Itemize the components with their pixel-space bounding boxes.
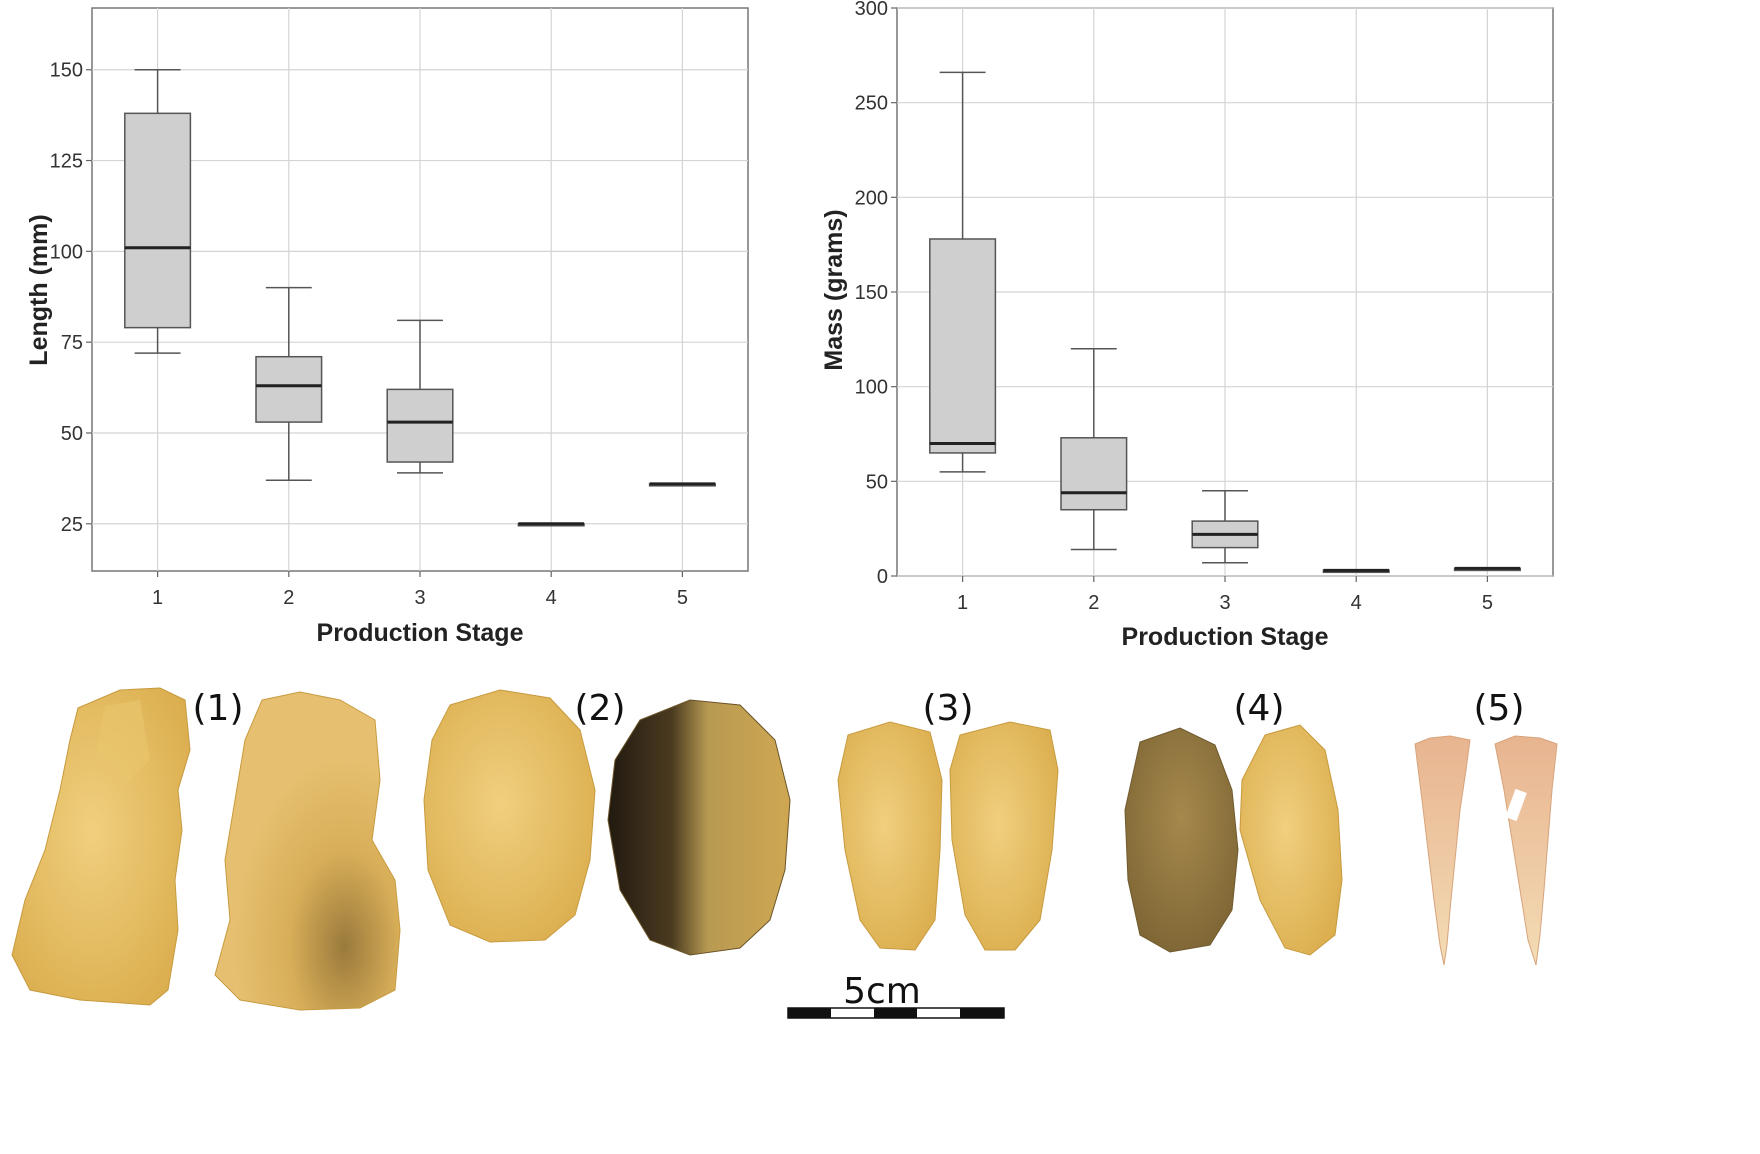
x-tick-label: 4: [1351, 592, 1362, 614]
tick-labels-1: 25 50 75 100 125 150 1 2 3 4 5: [50, 60, 688, 609]
iqr-box: [1060, 437, 1128, 511]
x-tick-label: 4: [546, 587, 557, 609]
artifact-2-front: [423, 689, 596, 943]
y-tick-label: 50: [61, 423, 83, 445]
x-tick-label: 5: [677, 587, 688, 609]
boxes-2: [929, 71, 1521, 574]
artifact-2-back: [607, 699, 791, 956]
gridlines-1: [92, 8, 748, 571]
artifact-photos: [11, 687, 1558, 1011]
figure-label-3: (3): [923, 688, 974, 729]
x-tick-label: 2: [1088, 592, 1099, 614]
scale-bar-label: 5cm: [843, 971, 921, 1012]
y-tick-label: 300: [855, 0, 888, 20]
artifact-1-facet: [95, 700, 150, 790]
y-tick-label: 50: [866, 471, 888, 493]
box-stage-5: [648, 482, 716, 487]
y-axis-label-1: Length (mm): [25, 214, 53, 365]
y-tick-label: 75: [61, 332, 83, 354]
x-axis-label-1: Production Stage: [317, 619, 524, 647]
artifact-4-front: [1124, 727, 1239, 953]
figure-label-5: (5): [1474, 688, 1525, 729]
iqr-box: [386, 388, 454, 463]
box-stage-2: [255, 286, 323, 481]
x-tick-label: 5: [1482, 592, 1493, 614]
artifact-5-front: [1414, 735, 1471, 966]
x-tick-label: 1: [957, 592, 968, 614]
x-tick-label: 3: [1219, 592, 1230, 614]
y-tick-label: 100: [50, 241, 83, 263]
figure-label-4: (4): [1234, 688, 1285, 729]
scale-bar: 5cm: [787, 971, 1005, 1019]
y-tick-label: 250: [855, 93, 888, 115]
y-tick-label: 200: [855, 187, 888, 209]
y-tick-label: 0: [877, 566, 888, 588]
y-axis-label-2: Mass (grams): [820, 209, 848, 370]
box-stage-4: [1322, 568, 1390, 574]
x-tick-label: 2: [283, 587, 294, 609]
iqr-box: [124, 112, 192, 329]
figure-label-1: (1): [193, 688, 244, 729]
iqr-box: [255, 355, 323, 423]
figure-label-2: (2): [575, 688, 626, 729]
y-tick-label: 125: [50, 151, 83, 173]
artifact-1-back: [214, 691, 401, 1011]
y-tick-label: 150: [855, 282, 888, 304]
length-boxplot: 25 50 75 100 125 150 1 2 3 4 5 Production Stage Le…: [25, 7, 749, 647]
y-tick-label: 25: [61, 514, 83, 536]
artifact-1-front: [11, 687, 191, 1006]
tick-labels-2: 0 50 100 150 200 250 300 1 2 3 4 5: [855, 0, 1493, 614]
scale-bar-segment: [874, 1008, 917, 1018]
box-stage-5: [1453, 566, 1521, 572]
mass-boxplot: 0 50 100 150 200 250 300 1 2 3 4 5 Production Stage…: [820, 0, 1554, 651]
box-stage-2: [1060, 348, 1128, 551]
x-tick-label: 1: [152, 587, 163, 609]
iqr-box: [929, 238, 997, 454]
artifact-4-back: [1239, 724, 1343, 956]
box-stage-3: [386, 319, 454, 474]
scale-bar-segment: [788, 1008, 831, 1018]
y-tick-label: 150: [50, 60, 83, 82]
x-axis-label-2: Production Stage: [1122, 623, 1329, 651]
artifact-3-front: [837, 721, 943, 951]
artifact-5-back: [1494, 735, 1558, 966]
box-stage-1: [124, 68, 192, 354]
box-stage-3: [1191, 490, 1259, 564]
boxes-1: [124, 68, 716, 527]
artifact-3-back: [949, 721, 1059, 951]
x-tick-label: 3: [414, 587, 425, 609]
box-stage-4: [517, 522, 585, 527]
scale-bar-segment: [960, 1008, 1004, 1018]
artifact-5-hole: [1505, 788, 1527, 822]
box-stage-1: [929, 71, 997, 473]
y-tick-label: 100: [855, 377, 888, 399]
